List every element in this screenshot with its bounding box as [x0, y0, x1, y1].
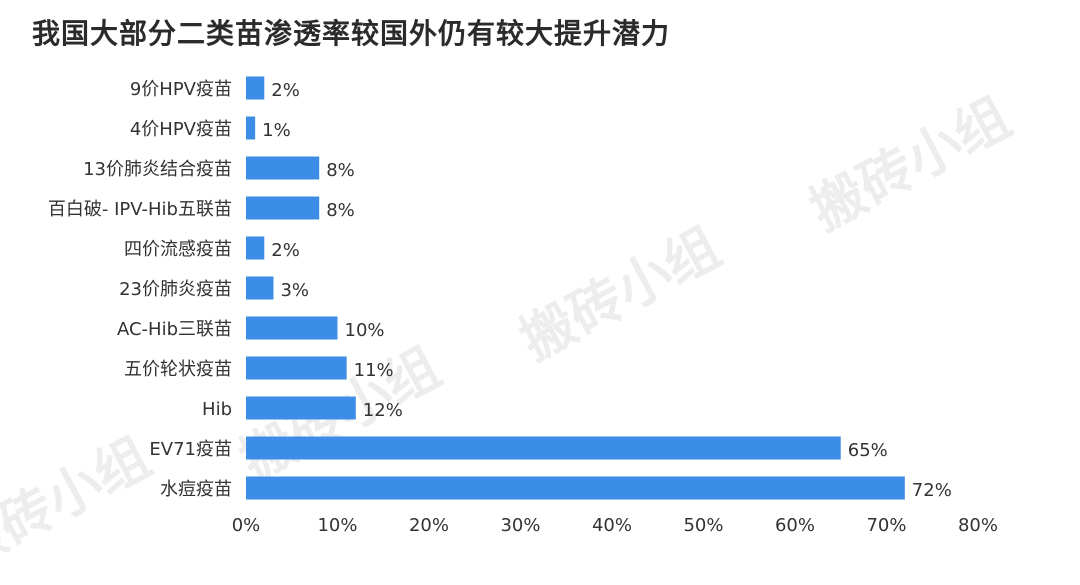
- data-label: 3%: [280, 280, 309, 301]
- category-label: 五价轮状疫苗: [124, 359, 232, 380]
- category-label: AC-Hib三联苗: [117, 319, 232, 340]
- x-tick-label: 80%: [958, 515, 998, 536]
- x-tick-label: 20%: [409, 515, 449, 536]
- bar: [246, 476, 905, 500]
- x-tick-label: 10%: [317, 515, 357, 536]
- x-tick-label: 0%: [232, 515, 261, 536]
- bar: [246, 76, 265, 100]
- bar: [246, 356, 347, 380]
- x-tick-label: 60%: [775, 515, 815, 536]
- x-tick-label: 40%: [592, 515, 632, 536]
- x-tick-label: 50%: [683, 515, 723, 536]
- bar: [246, 396, 356, 420]
- data-label: 72%: [912, 480, 952, 501]
- category-label: EV71疫苗: [149, 439, 232, 460]
- bar: [246, 316, 338, 340]
- category-label: 四价流感疫苗: [124, 239, 232, 260]
- data-label: 10%: [345, 320, 385, 341]
- bar-chart: 9价HPV疫苗 2% 4价HPV疫苗 1% 13价肺炎结合疫苗 8% 百白破- IPV-Hi…: [48, 76, 998, 536]
- data-label: 65%: [848, 440, 888, 461]
- data-label: 11%: [354, 360, 394, 381]
- category-label: 9价HPV疫苗: [130, 79, 232, 100]
- category-label: Hib: [202, 399, 232, 420]
- bar: [246, 236, 265, 260]
- bar: [246, 276, 274, 300]
- bar: [246, 156, 320, 180]
- data-label: 1%: [262, 120, 291, 141]
- data-label: 2%: [271, 80, 300, 101]
- category-label: 百白破- IPV-Hib五联苗: [48, 199, 232, 220]
- data-label: 8%: [326, 160, 355, 181]
- category-label: 水痘疫苗: [160, 479, 232, 500]
- bar: [246, 196, 320, 220]
- x-tick-label: 30%: [500, 515, 540, 536]
- data-label: 8%: [326, 200, 355, 221]
- chart-title: 我国大部分二类苗渗透率较国外仍有较大提升潜力: [32, 17, 671, 50]
- data-label: 2%: [271, 240, 300, 261]
- x-tick-label: 70%: [866, 515, 906, 536]
- category-label: 4价HPV疫苗: [130, 119, 232, 140]
- bar: [246, 436, 841, 460]
- bar: [246, 116, 256, 140]
- category-label: 23价肺炎疫苗: [119, 279, 232, 300]
- category-label: 13价肺炎结合疫苗: [83, 159, 232, 180]
- data-label: 12%: [363, 400, 403, 421]
